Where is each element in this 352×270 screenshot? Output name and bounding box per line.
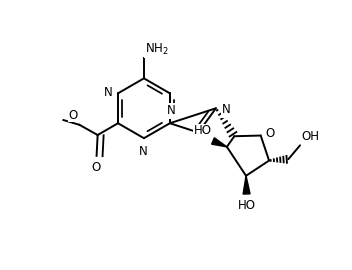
Text: N: N <box>103 86 112 99</box>
Text: O: O <box>265 127 275 140</box>
Polygon shape <box>212 138 227 147</box>
Text: N: N <box>166 104 175 117</box>
Text: N: N <box>139 145 148 158</box>
Text: HO: HO <box>238 199 256 212</box>
Text: OH: OH <box>301 130 319 143</box>
Text: HO: HO <box>194 124 212 137</box>
Text: O: O <box>69 109 78 122</box>
Text: NH$_2$: NH$_2$ <box>145 42 169 57</box>
Text: O: O <box>92 161 101 174</box>
Text: N: N <box>222 103 231 116</box>
Polygon shape <box>243 176 250 194</box>
